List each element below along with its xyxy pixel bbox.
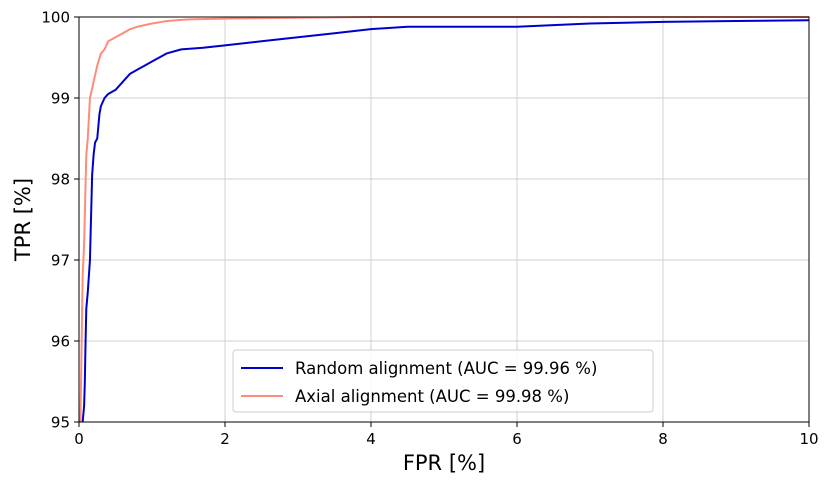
y-tick-label: 96 xyxy=(51,333,70,351)
legend-label-axial: Axial alignment (AUC = 99.98 %) xyxy=(295,387,569,406)
series-line-random xyxy=(81,19,810,423)
y-tick-label: 95 xyxy=(51,414,70,432)
y-tick-label: 97 xyxy=(51,252,70,270)
plot-frame xyxy=(78,16,810,423)
x-tick-label: 8 xyxy=(658,430,668,448)
legend-label-random: Random alignment (AUC = 99.96 %) xyxy=(295,359,597,378)
legend: Random alignment (AUC = 99.96 %) Axial a… xyxy=(232,349,654,413)
y-axis-label: TPR [%] xyxy=(11,178,35,262)
legend-box xyxy=(232,349,654,413)
x-axis-label: FPR [%] xyxy=(403,451,485,475)
series-layer xyxy=(79,16,810,423)
ticks: 0 2 4 6 8 10 95 96 97 98 99 100 xyxy=(41,9,818,449)
x-tick-label: 2 xyxy=(220,430,230,448)
y-tick-label: 100 xyxy=(41,9,70,27)
x-tick-label: 10 xyxy=(799,430,818,448)
y-tick-label: 98 xyxy=(51,171,70,189)
x-tick-label: 6 xyxy=(512,430,522,448)
x-tick-label: 0 xyxy=(74,430,84,448)
x-tick-label: 4 xyxy=(366,430,376,448)
series-line-axial xyxy=(79,16,809,423)
y-tick-label: 99 xyxy=(51,90,70,108)
